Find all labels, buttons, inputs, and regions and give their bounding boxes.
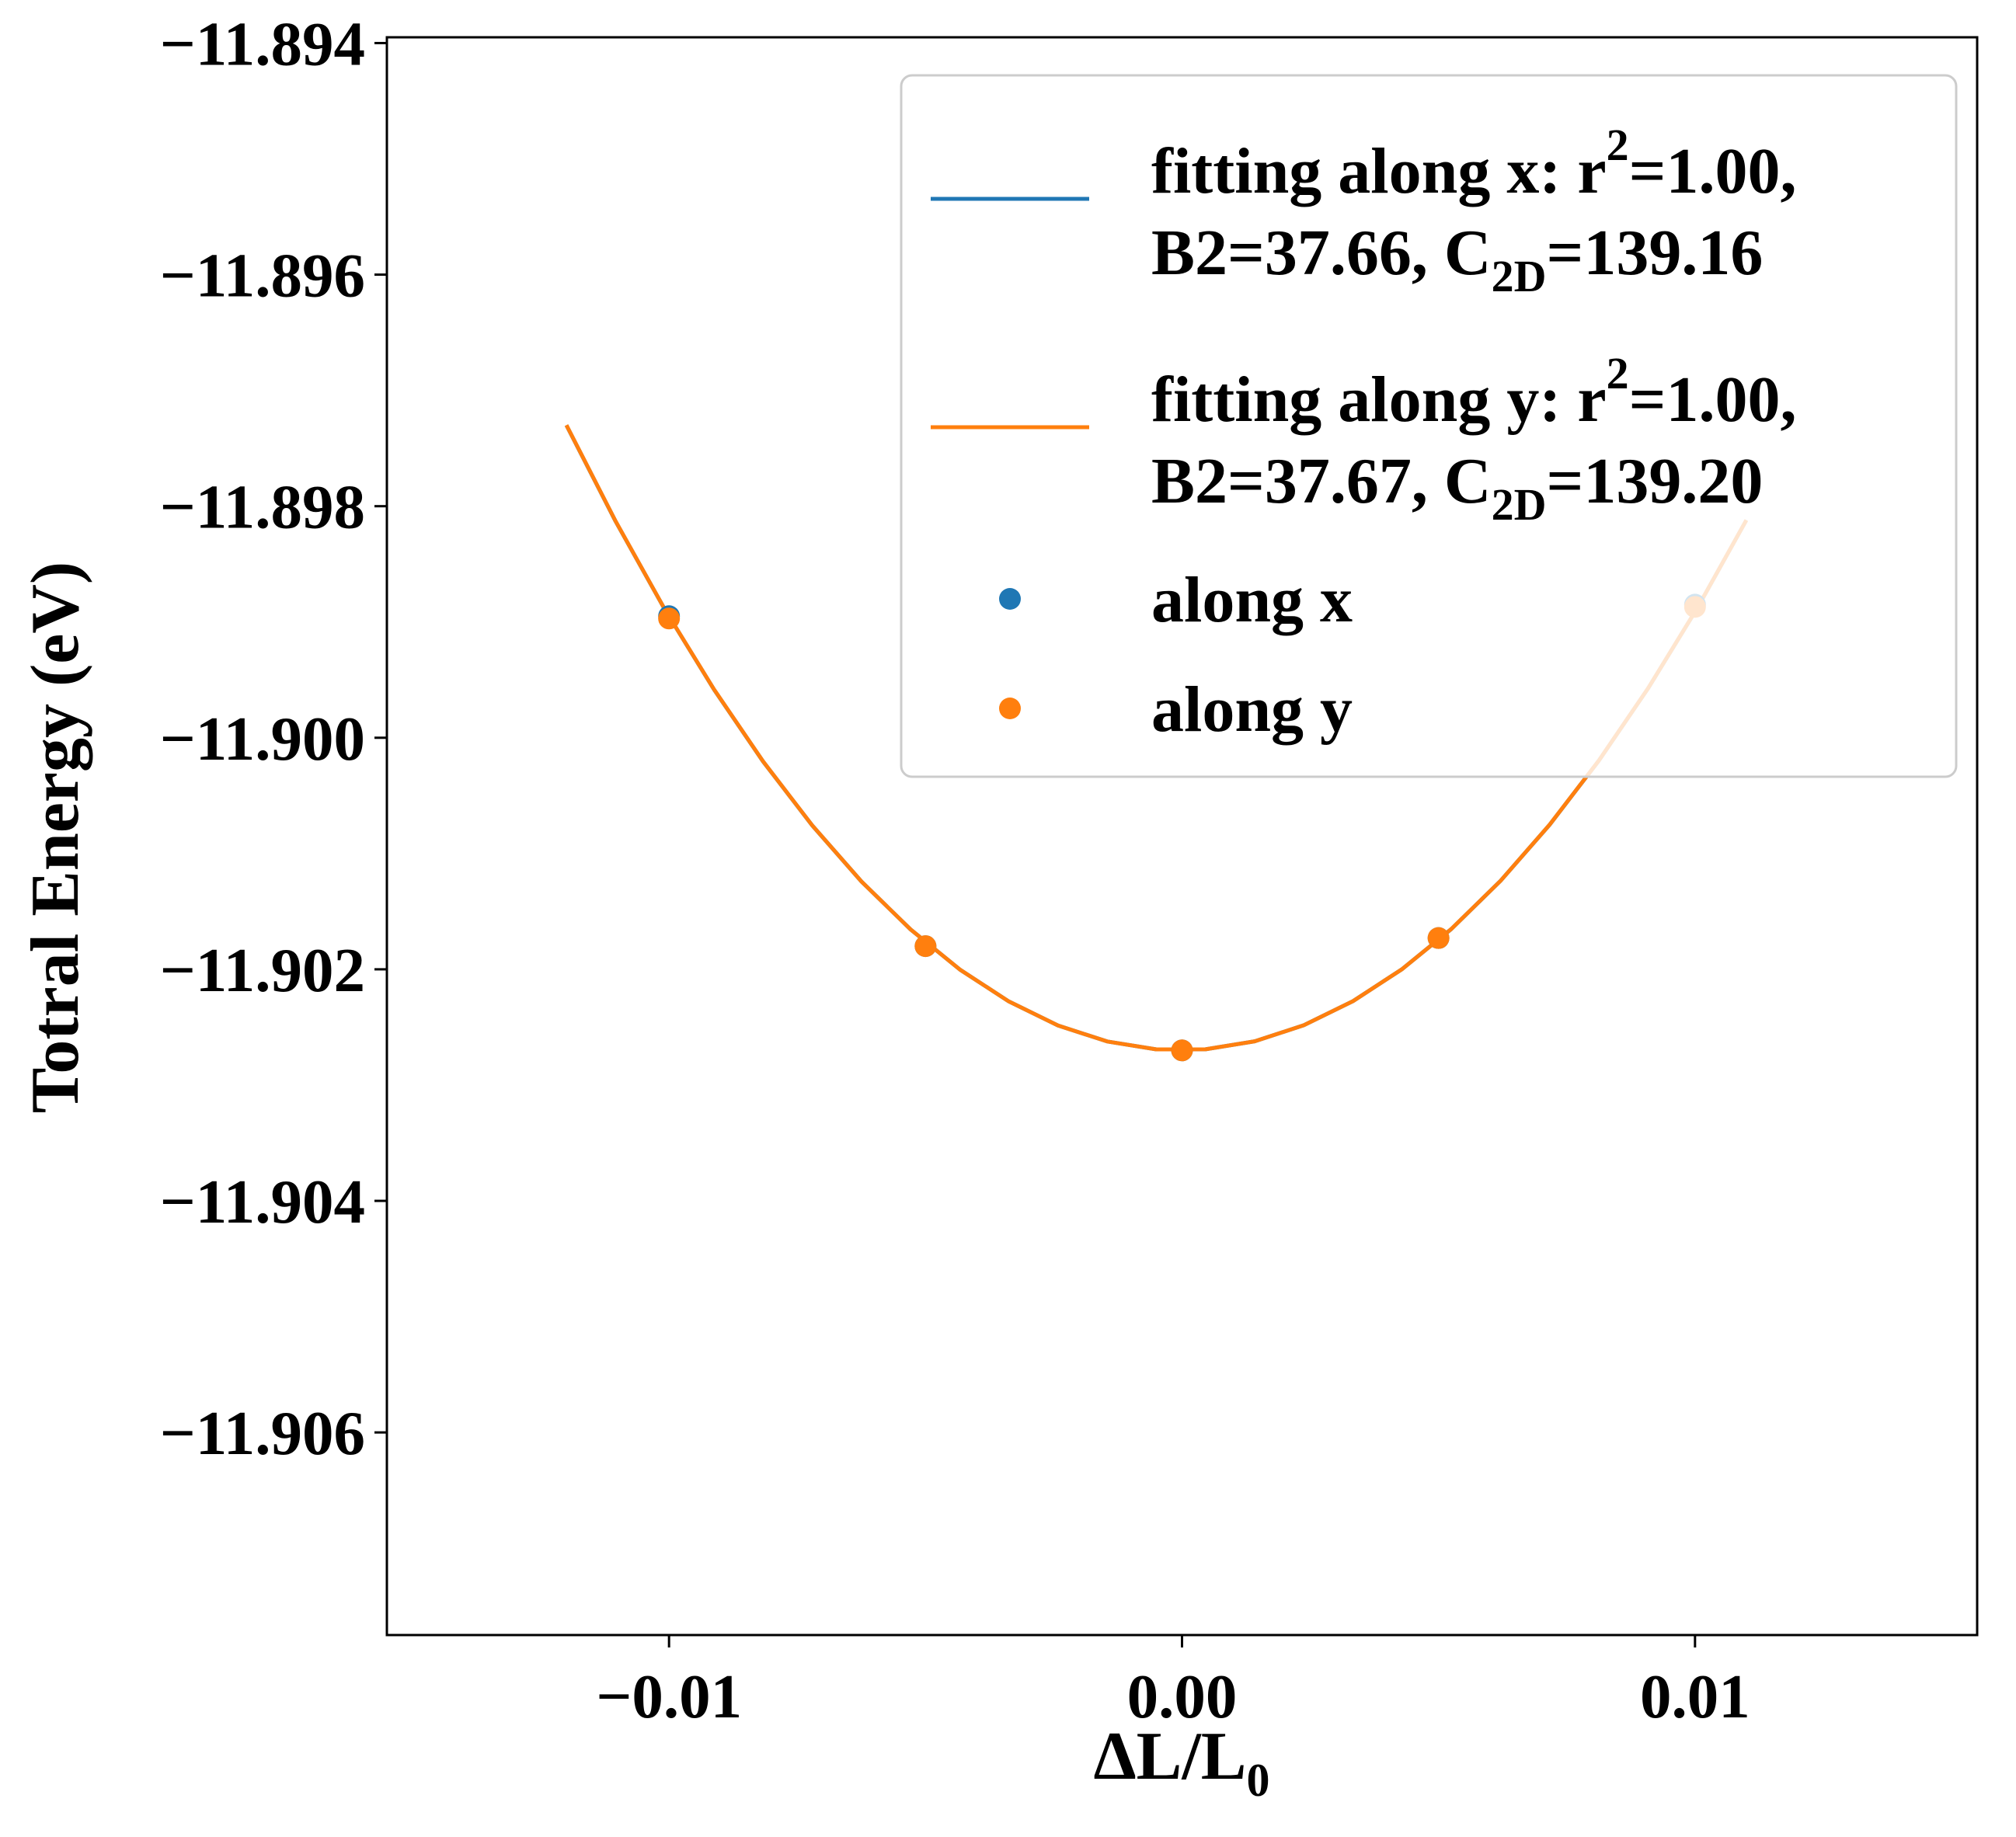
x-tick-label: 0.01 [1640,1661,1750,1731]
x-axis-label-main: ΔL/L [1093,1719,1246,1794]
x-axis-label: ΔL/L0 [1093,1719,1269,1806]
legend-fit-y-text2: B2=37.67, C [1151,445,1492,517]
legend-fit-x-text2: B2=37.66, C [1151,217,1492,289]
legend-label-fit-y-line2: B2=37.67, C2D=139.20 [1151,445,1763,530]
y-tick-label: −11.906 [160,1398,365,1468]
point-along-y [1427,927,1450,949]
axes-frame [385,36,1979,1637]
legend-fit-x-tail1: =1.00, [1629,135,1797,207]
legend-fit-y-text1: fitting along y: r [1151,364,1607,436]
point-along-y [1171,1039,1193,1062]
legend: fitting along x: r2=1.00, B2=37.66, C2D=… [900,74,1958,778]
legend-fit-y-sub: 2D [1492,479,1547,530]
fit-line-along-y [564,424,1749,1052]
legend-label-along-x: along x [1151,564,1353,636]
y-tick-label: −11.898 [160,472,365,542]
legend-marker-along-y [999,698,1021,719]
legend-label-along-y: along y [1151,673,1353,746]
legend-fit-y-sup: 2 [1607,348,1629,398]
x-axis-label-subscript: 0 [1247,1755,1270,1806]
legend-fit-x-tail2: =139.16 [1546,217,1763,289]
y-tick-label: −11.896 [160,241,365,311]
axes-ticks: −0.01 0.00 0.01 −11.894 −11.896 −11.898 −11.90… [160,9,1750,1731]
legend-fit-y-tail2: =139.20 [1546,445,1763,517]
legend-marker-along-x [999,588,1021,610]
y-axis-label: Totral Energy (eV) [18,562,93,1113]
x-tick-label: 0.00 [1127,1661,1238,1731]
point-along-y [658,607,681,630]
legend-label-fit-x-line1: fitting along x: r2=1.00, [1151,120,1797,207]
legend-fit-x-text1: fitting along x: r [1151,135,1607,207]
y-tick-label: −11.900 [160,704,365,774]
legend-label-fit-x-line2: B2=37.66, C2D=139.16 [1151,217,1763,301]
x-tick-label: −0.01 [596,1661,742,1731]
point-along-y [914,935,937,958]
legend-label-fit-y-line1: fitting along y: r2=1.00, [1151,348,1797,436]
legend-fit-x-sub: 2D [1492,251,1547,301]
y-tick-label: −11.902 [160,935,365,1005]
y-tick-label: −11.904 [160,1167,365,1237]
y-tick-label: −11.894 [160,9,365,78]
legend-fit-x-sup: 2 [1607,120,1629,170]
legend-fit-y-tail1: =1.00, [1629,364,1797,436]
legend-box [900,74,1958,778]
